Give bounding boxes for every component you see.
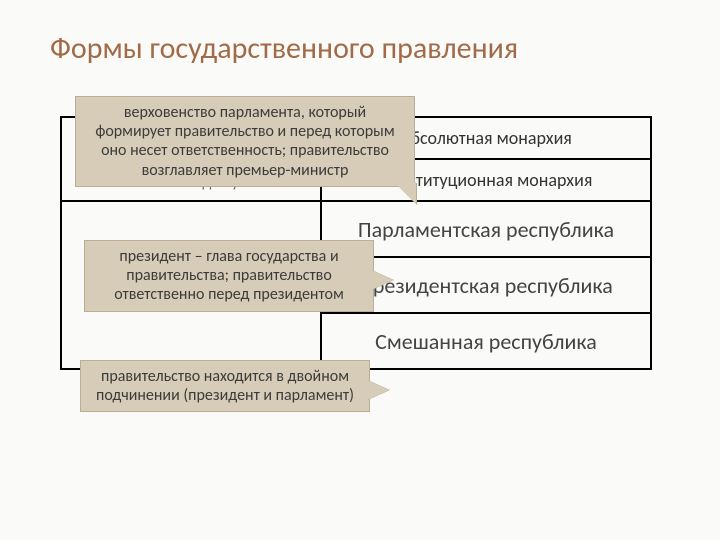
callout-tail-icon (371, 270, 393, 290)
callout-parliamentary-text: верховенство парламента, который формиру… (95, 103, 394, 180)
slide: Формы государственного правления Монархи… (0, 0, 720, 540)
callout-mixed: правительство находится в двойном подчин… (80, 360, 370, 412)
callout-presidential: президент – глава государства и правител… (84, 240, 374, 312)
callout-tail-icon (394, 182, 416, 204)
cell-mixed-rep: Смешанная республика (321, 313, 651, 369)
callout-parliamentary: верховенство парламента, который формиру… (75, 96, 415, 187)
callout-tail-icon (367, 380, 389, 400)
page-title: Формы государственного правления (50, 30, 518, 67)
callout-mixed-text: правительство находится в двойном подчин… (96, 367, 354, 405)
callout-presidential-text: президент – глава государства и правител… (114, 247, 344, 304)
